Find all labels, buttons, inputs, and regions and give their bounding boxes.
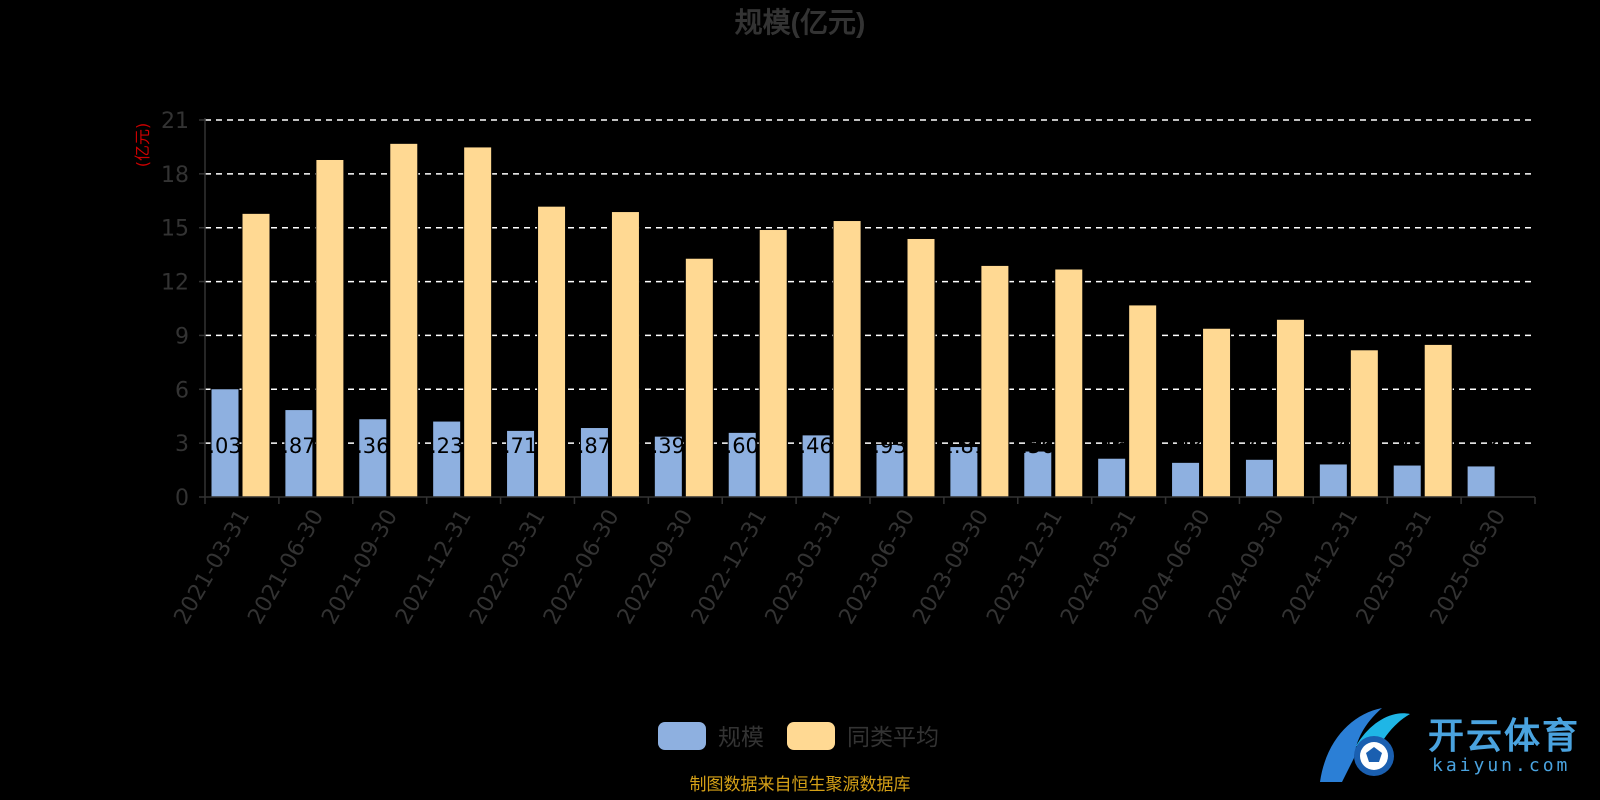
x-tick-label: 2023-03-31 [761,506,847,629]
bar-peer-average [610,211,640,498]
bar-scale-label: .16 [1095,434,1128,458]
x-tick-label: 2023-06-30 [835,506,921,629]
bar-scale-label: .03 [208,434,241,458]
bar-peer-average [1423,343,1453,498]
bar-scale [949,446,979,498]
bar-scale-label: .84 [1317,434,1350,458]
logo-domain: kaiyun.com [1432,755,1571,776]
x-tick-label: 2024-06-30 [1130,506,1216,629]
logo: K [1320,708,1410,782]
bar-scale [801,434,831,498]
bar-peer-average [315,158,345,498]
x-tick-label: 2023-12-31 [982,506,1068,629]
bar-peer-average [1349,349,1379,498]
x-tick-label: 2025-03-31 [1352,506,1438,629]
bar-peer-average [1128,304,1158,498]
bar-scale [1392,464,1422,498]
y-tick-label: 6 [175,378,189,403]
x-tick-label: 2021-03-31 [170,506,256,629]
bar-peer-average [389,142,419,498]
bar-scale [1097,457,1127,498]
logo-name: 开云体育 [1428,716,1581,757]
y-axis-label: (亿元) [133,123,152,168]
bar-peer-average [684,257,714,498]
x-tick-label: 2025-06-30 [1426,506,1512,629]
bar-peer-average [1202,327,1232,498]
bar-scale [1318,463,1348,498]
y-tick-label: 21 [161,109,189,134]
x-tick-label: 2022-06-30 [539,506,625,629]
grid-lines [205,119,1535,444]
legend-swatch[interactable] [787,722,835,750]
y-tick-label: 0 [175,486,189,511]
bar-scale-label: .39 [652,434,685,458]
x-tick-label: 2021-06-30 [243,506,329,629]
x-tick-label: 2022-03-31 [465,506,551,629]
bar-peer-average [463,146,493,498]
bar-peer-average [980,264,1010,498]
chart-title: 规模(亿元) [735,7,866,38]
bar-peer-average [832,220,862,498]
legend-label[interactable]: 同类平均 [847,725,939,751]
bar-scale-label: .56 [1021,434,1054,458]
x-tick-label: 2021-12-31 [391,506,477,629]
bar-peer-average [906,237,936,498]
bar-scale-label: .36 [356,434,389,458]
x-tick-label: 2022-09-30 [613,506,699,629]
legend-label[interactable]: 规模 [718,725,764,751]
bar-peer-average [1275,318,1305,498]
bar-scale-label: .87 [282,434,315,458]
x-tick-label: 2023-09-30 [908,506,994,629]
legend-swatch[interactable] [658,722,706,750]
y-tick-label: 12 [161,271,189,296]
bar-scale-label: .23 [430,434,463,458]
bar-peer-average [1054,268,1084,498]
bar-scale [875,443,905,498]
bar-scale [284,409,314,498]
bar-scale [432,420,462,498]
y-tick-label: 9 [175,324,189,349]
x-tick-label: 2022-12-31 [687,506,773,629]
bar-peer-average [537,205,567,498]
bar-scale [1171,461,1201,498]
bars: .03 .87 .36 .23 .71 .87 .39 .60 .46 .93 2.81 .56 .16… [208,142,1498,498]
y-tick-label: 3 [175,432,189,457]
bar-scale-label: 2.1 [1243,434,1276,458]
legend[interactable]: 规模 同类平均 [658,722,939,751]
y-tick-label: 15 [161,217,189,242]
x-tick-label: 2024-12-31 [1278,506,1364,629]
bar-peer-average [241,212,271,498]
bar-scale [1244,458,1274,498]
bar-scale-label: .71 [504,434,537,458]
bar-scale-label: .93 [873,434,906,458]
bar-scale [210,388,240,498]
x-tick-label: 2021-09-30 [317,506,403,629]
logo-mark-icon [1320,708,1410,782]
source-note: 制图数据来自恒生聚源数据库 [690,775,911,795]
bar-scale-label: .78 [1391,434,1424,458]
bar-scale-label: .46 [799,434,832,458]
y-tick-label: 18 [161,163,189,188]
bar-scale-label: .60 [726,434,759,458]
bar-scale-label: .93 [1169,434,1202,458]
x-tick-label: 2024-09-30 [1204,506,1290,629]
x-tick-label: 2024-03-31 [1056,506,1142,629]
bar-scale [1466,465,1496,498]
bar-scale-label: 2.81 [941,434,988,458]
bar-peer-average [758,229,788,498]
bar-scale-label: .73 [1464,434,1497,458]
bar-scale-label: .87 [578,434,611,458]
